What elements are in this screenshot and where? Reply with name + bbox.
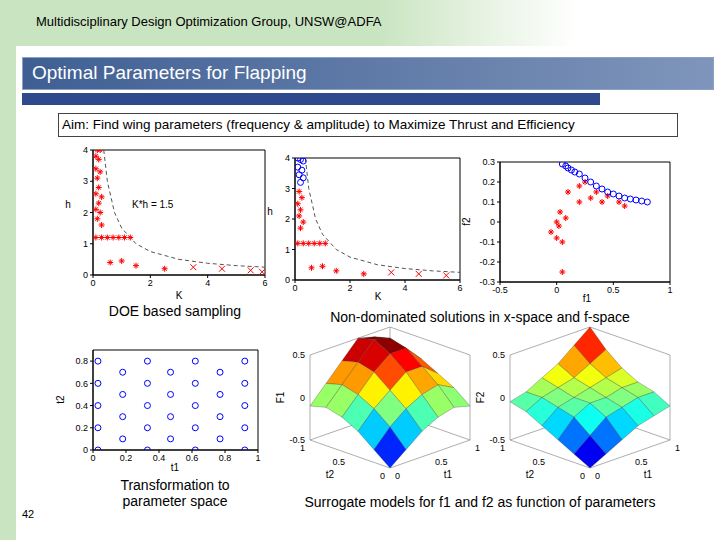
svg-text:1: 1 [675,443,680,453]
html-text:f2: f2 [460,217,472,226]
svg-text:2: 2 [347,283,352,293]
svg-text:0: 0 [380,471,385,481]
svg-text:t2: t2 [326,469,335,480]
svg-text:0.6: 0.6 [186,453,199,463]
svg-text:0.5: 0.5 [435,457,448,467]
svg-text:0.5: 0.5 [532,457,545,467]
svg-text:0.2: 0.2 [120,453,133,463]
svg-text:0.5: 0.5 [492,350,505,360]
svg-text:0.5: 0.5 [292,350,305,360]
svg-text:-0.1: -0.1 [479,237,495,247]
html-text:t2: t2 [54,395,66,404]
svg-text:2: 2 [148,278,153,288]
svg-text:0.8: 0.8 [75,356,88,366]
svg-text:0: 0 [90,278,95,288]
svg-text:-0.5: -0.5 [492,285,508,296]
svg-text:0.4: 0.4 [153,453,166,463]
html-text:h: h [65,199,71,210]
svg-text:t1: t1 [444,469,453,480]
svg-text:0.2: 0.2 [482,177,495,187]
html-text:Optimal Parameters for Flappin: Optimal Parameters for Flapping [32,62,307,83]
svg-text:0.8: 0.8 [219,453,232,463]
svg-text:4: 4 [205,278,210,288]
svg-text:F2: F2 [475,391,486,403]
svg-text:-0.2: -0.2 [479,257,495,267]
html-text:Multidisciplinary Design Optim: Multidisciplinary Design Optimization Gr… [36,14,382,29]
svg-text:4: 4 [285,153,290,163]
svg-text:0.1: 0.1 [482,197,495,207]
svg-text:-0.5: -0.5 [489,435,505,445]
svg-text:F1: F1 [275,391,286,403]
html-text:t1: t1 [170,462,180,473]
svg-text:0.5: 0.5 [635,457,648,467]
svg-text:0: 0 [285,275,290,285]
svg-text:0: 0 [90,453,95,463]
svg-text:0.4: 0.4 [75,401,88,411]
svg-text:0.5: 0.5 [607,285,620,295]
svg-text:t1: t1 [644,469,653,480]
svg-text:1: 1 [83,239,88,249]
svg-text:-0.3: -0.3 [479,277,495,287]
svg-text:6: 6 [262,278,267,288]
svg-text:4: 4 [83,145,88,155]
svg-text:0: 0 [395,471,400,481]
html-text:42: 42 [22,508,35,520]
svg-text:4: 4 [402,283,407,293]
svg-text:0: 0 [300,393,305,403]
svg-text:0: 0 [500,393,505,403]
html-text:Aim: Find wing parameters (fre: Aim: Find wing parameters (frequency & a… [62,117,575,132]
svg-text:0.5: 0.5 [332,457,345,467]
svg-text:2: 2 [285,214,290,224]
html-text:f1: f1 [582,293,592,304]
svg-text:0: 0 [490,217,495,227]
svg-text:0: 0 [292,283,297,293]
svg-text:t2: t2 [526,469,535,480]
svg-text:0: 0 [83,270,88,280]
svg-text:1: 1 [300,443,305,453]
html-text:Non-dominated solutions in x-s: Non-dominated solutions in x-space and f… [330,309,630,325]
html-text:K: K [175,290,183,301]
svg-text:1: 1 [667,285,672,295]
svg-text:1: 1 [475,443,480,453]
svg-text:0.6: 0.6 [75,379,88,389]
html-text:DOE based sampling: DOE based sampling [108,303,242,319]
svg-text:0: 0 [83,445,88,455]
svg-text:1: 1 [500,443,505,453]
svg-text:1: 1 [285,245,290,255]
svg-text:2: 2 [83,208,88,218]
svg-text:3: 3 [83,176,88,186]
html-text:K: K [374,291,382,302]
svg-text:0: 0 [595,471,600,481]
svg-text:0: 0 [554,285,559,295]
svg-text:3: 3 [285,184,290,194]
svg-text:-0.5: -0.5 [289,435,305,445]
svg-text:1: 1 [255,453,260,463]
html-text:h: h [267,206,273,217]
svg-text:0.3: 0.3 [482,157,495,167]
svg-text:6: 6 [457,283,462,293]
html-text:Transformation to parameter sp: Transformation to parameter space [120,477,230,509]
html-text:Surrogate models for f1 and f2: Surrogate models for f1 and f2 as functi… [304,494,656,510]
svg-text:0: 0 [580,471,585,481]
svg-text:0.2: 0.2 [75,423,88,433]
html-text:K*h = 1.5: K*h = 1.5 [132,199,174,210]
